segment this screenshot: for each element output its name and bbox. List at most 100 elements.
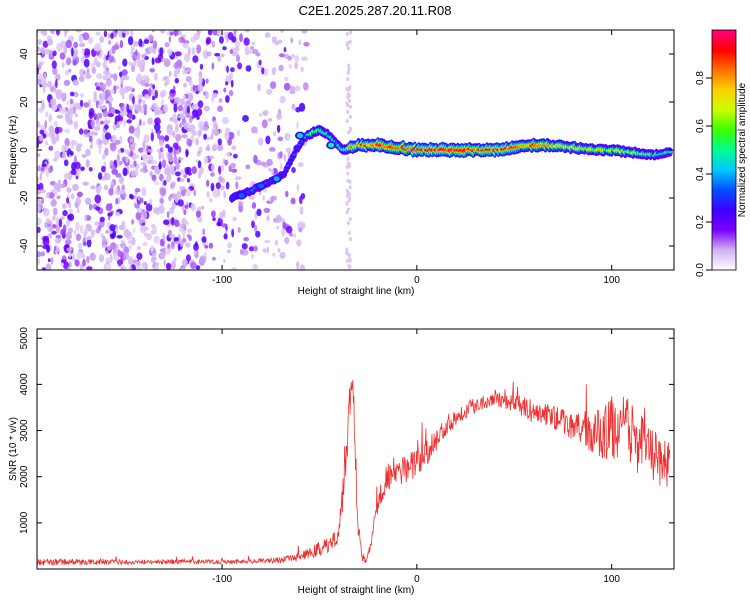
noise-speck — [186, 67, 192, 73]
noise-speck — [52, 215, 56, 221]
noise-speck — [41, 167, 44, 172]
noise-speck — [251, 202, 257, 209]
noise-speck — [165, 75, 170, 82]
noise-speck — [99, 35, 105, 44]
noise-speck — [59, 183, 67, 189]
noise-speck — [223, 258, 226, 264]
noise-speck — [290, 197, 296, 205]
noise-speck — [47, 258, 51, 263]
noise-speck — [56, 195, 61, 199]
noise-speck — [69, 151, 74, 156]
noise-speck — [173, 30, 179, 36]
noise-speck — [102, 235, 107, 244]
noise-speck — [200, 205, 205, 210]
snr-y-ticks: 1000 2000 3000 4000 5000 — [19, 327, 674, 534]
noise-speck — [347, 264, 351, 269]
noise-speck — [97, 104, 103, 109]
noise-speck — [51, 60, 57, 69]
trace-segment — [667, 151, 673, 153]
noise-speck — [95, 138, 103, 147]
noise-speck — [237, 227, 241, 233]
noise-speck — [257, 83, 261, 92]
noise-speck — [45, 263, 52, 270]
noise-speck — [184, 53, 191, 63]
noise-speck — [39, 47, 46, 55]
noise-speck — [154, 109, 160, 116]
noise-speck — [97, 82, 100, 86]
noise-speck — [141, 261, 148, 270]
noise-speck — [119, 40, 124, 49]
noise-speck — [107, 113, 114, 118]
noise-speck — [76, 207, 80, 214]
noise-speck — [170, 206, 175, 215]
noise-speck — [346, 157, 350, 161]
noise-speck — [217, 55, 222, 62]
noise-speck — [167, 152, 173, 162]
noise-speck — [135, 49, 138, 57]
x-tick-label: 0 — [414, 275, 420, 286]
colorbar-label: Normalized spectral amplitude — [737, 82, 748, 217]
noise-speck — [346, 95, 350, 100]
noise-speck — [256, 208, 262, 217]
noise-speck — [298, 39, 302, 46]
noise-speck — [167, 146, 173, 153]
noise-speck — [239, 33, 243, 43]
noise-speck — [182, 188, 187, 194]
noise-speck — [230, 67, 235, 73]
noise-speck — [232, 153, 238, 159]
noise-speck — [110, 32, 114, 40]
noise-speck — [118, 176, 124, 184]
noise-speck — [206, 179, 210, 187]
noise-speck — [45, 169, 49, 178]
noise-speck — [348, 258, 352, 263]
noise-speck — [88, 37, 93, 45]
noise-speck — [71, 253, 76, 261]
noise-speck — [347, 63, 350, 68]
noise-speck — [177, 199, 184, 207]
noise-speck — [232, 216, 238, 222]
noise-speck — [64, 137, 70, 147]
noise-speck — [151, 252, 157, 258]
noise-speck — [185, 100, 192, 108]
noise-speck — [123, 118, 126, 127]
noise-speck — [130, 49, 134, 59]
noise-speck — [299, 206, 304, 216]
noise-speck — [122, 58, 128, 67]
noise-speck — [76, 251, 83, 259]
noise-speck — [149, 170, 153, 177]
noise-speck — [128, 61, 133, 66]
noise-speck — [218, 36, 224, 44]
noise-speck — [132, 142, 137, 147]
noise-speck — [140, 79, 146, 86]
noise-speck — [79, 93, 85, 98]
noise-speck — [37, 165, 41, 172]
noise-speck — [129, 137, 134, 143]
noise-speck — [227, 242, 233, 249]
noise-speck — [68, 68, 72, 73]
noise-speck — [89, 252, 96, 261]
noise-speck — [197, 100, 204, 109]
noise-speck — [132, 61, 137, 66]
noise-speck — [231, 229, 235, 238]
noise-speck — [230, 162, 236, 169]
noise-speck — [154, 264, 159, 270]
snr-line-group — [37, 379, 671, 567]
noise-speck — [49, 225, 53, 233]
noise-speck — [90, 119, 96, 128]
noise-speck — [152, 40, 158, 49]
noise-speck — [72, 79, 79, 86]
noise-speck — [154, 117, 161, 125]
noise-speck — [198, 146, 203, 154]
noise-speck — [159, 197, 164, 204]
noise-speck — [136, 154, 140, 159]
noise-speck — [119, 250, 124, 260]
colorbar-tick-label: 0.6 — [695, 119, 706, 133]
noise-speck — [244, 30, 250, 33]
noise-speck — [67, 266, 71, 270]
x-tick-label: 100 — [603, 574, 620, 585]
noise-speck — [142, 121, 146, 126]
noise-speck — [120, 265, 127, 270]
noise-speck — [179, 38, 182, 43]
noise-speck — [170, 240, 175, 250]
noise-speck — [234, 41, 241, 48]
